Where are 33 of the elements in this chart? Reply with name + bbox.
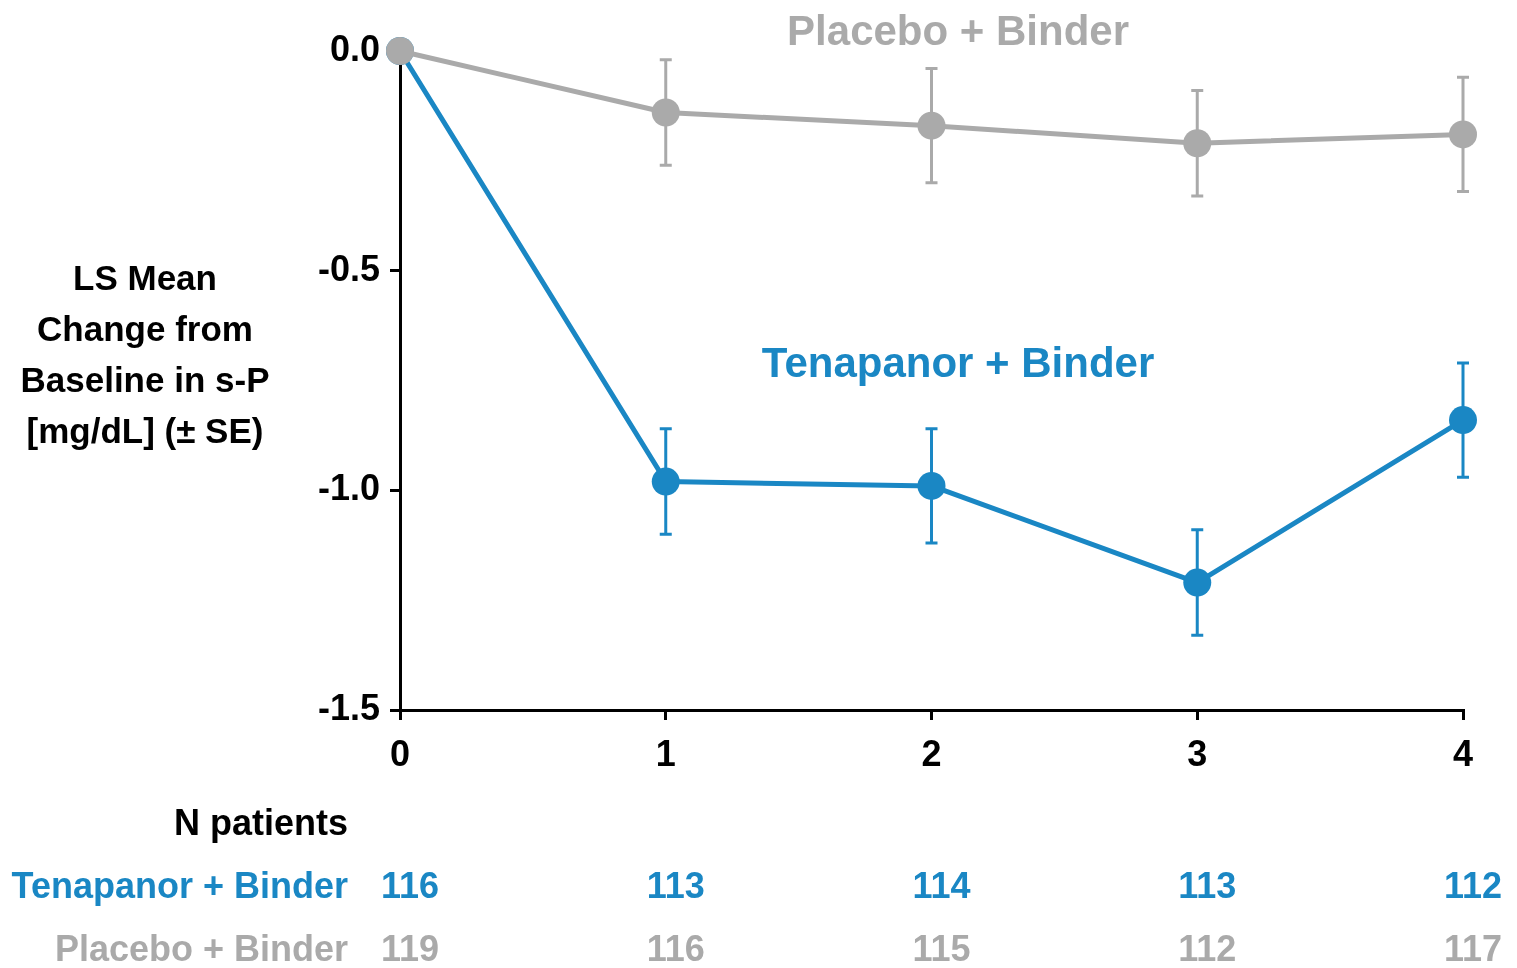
text: 112 — [1178, 927, 1237, 968]
text: Tenapanor + Binder — [11, 864, 348, 906]
text: 115 — [912, 927, 971, 968]
text: Tenapanor + Binder — [761, 338, 1155, 386]
point — [1183, 129, 1212, 158]
y-tick-label: -0.5 — [317, 247, 380, 289]
text: 119 — [380, 927, 440, 968]
point — [1183, 568, 1212, 597]
text: N patients — [173, 801, 348, 843]
y-tick-label: -1.5 — [317, 686, 380, 728]
x-tick-label: 4 — [1452, 732, 1474, 774]
text: 114 — [912, 864, 971, 906]
text: 112 — [1443, 864, 1503, 906]
point — [1449, 406, 1477, 435]
x-tick-label: 3 — [1187, 732, 1208, 774]
series-label: Placebo + Binder — [787, 6, 1130, 54]
text: 113 — [646, 864, 705, 906]
text: 113 — [1178, 864, 1237, 906]
point — [651, 467, 680, 496]
x-tick-label: 1 — [655, 732, 676, 774]
text: 117 — [1443, 927, 1503, 968]
y-axis-title: LS Mean Change from Baseline in s-P [mg/dL] (± SE) — [19, 257, 271, 452]
point — [917, 111, 946, 140]
text: Placebo + Binder — [54, 927, 348, 968]
text: 116 — [380, 864, 440, 906]
text: 116 — [646, 927, 705, 968]
point — [917, 471, 946, 500]
point — [651, 98, 680, 127]
point — [1449, 120, 1477, 149]
y-tick-label: -1.0 — [317, 467, 380, 509]
x-tick-label: 0 — [389, 732, 411, 774]
x-tick-label: 2 — [921, 732, 942, 774]
y-tick-label: 0.0 — [329, 27, 380, 69]
